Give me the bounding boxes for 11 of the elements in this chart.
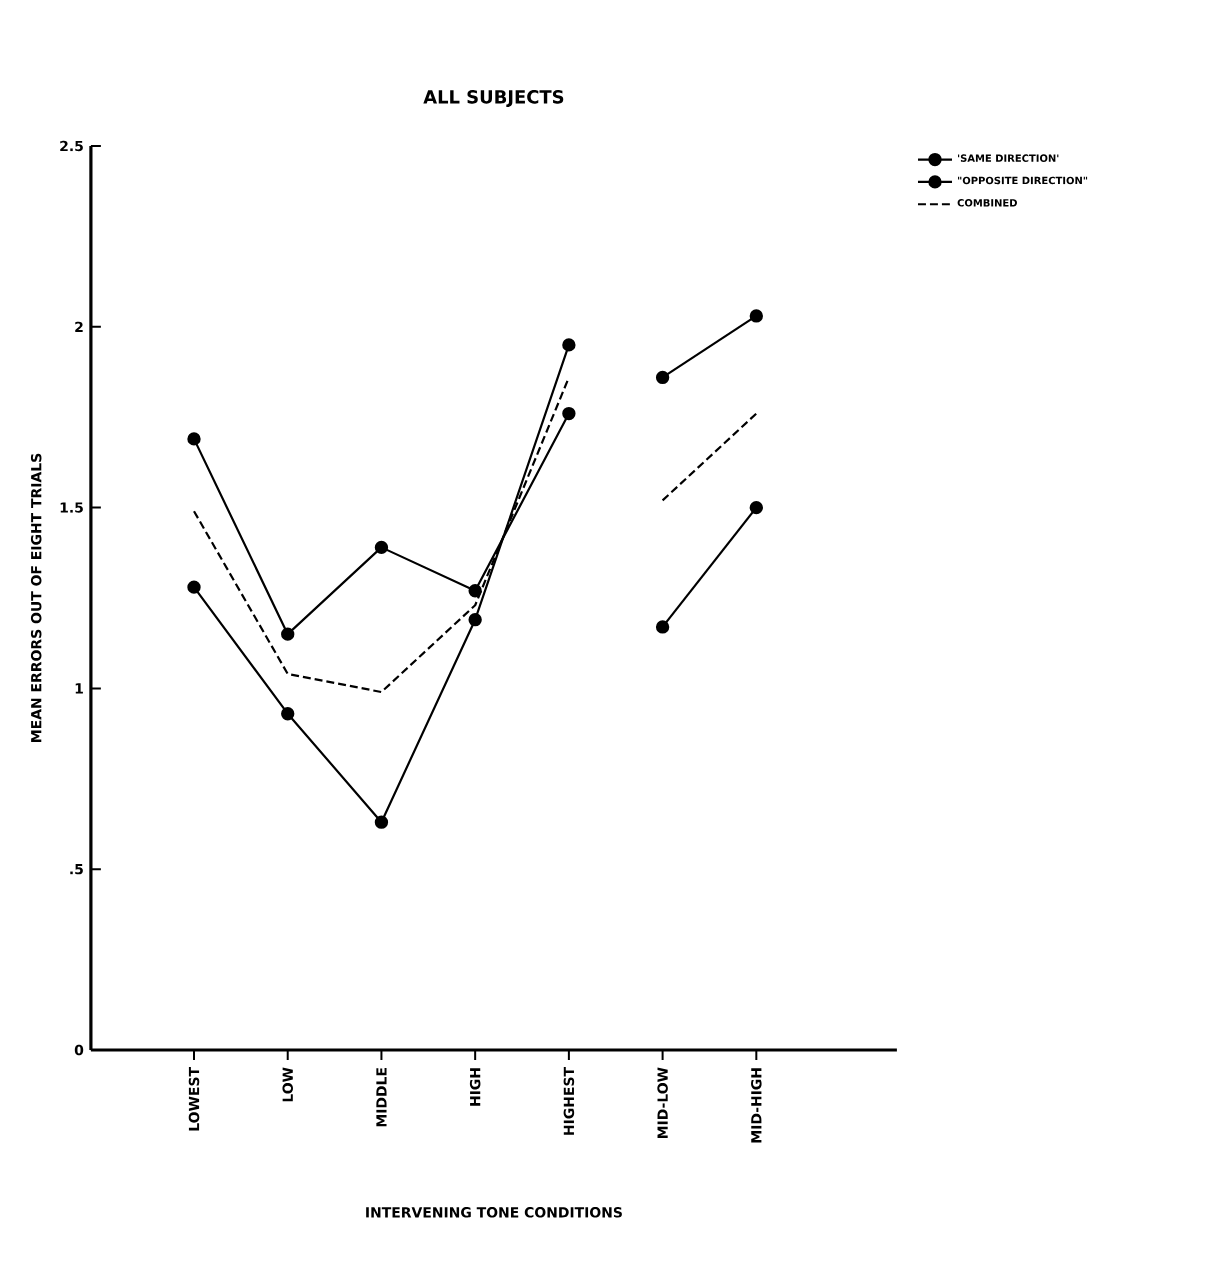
- point: [187, 432, 201, 446]
- point: [374, 540, 389, 555]
- point: [281, 627, 295, 641]
- point: [374, 815, 389, 829]
- chart-title: ALL SUBJECTS: [423, 90, 564, 107]
- point: [187, 580, 201, 594]
- point: [468, 584, 482, 598]
- point: [281, 707, 295, 721]
- point: [562, 338, 576, 352]
- point: [562, 406, 576, 421]
- point: [468, 613, 482, 627]
